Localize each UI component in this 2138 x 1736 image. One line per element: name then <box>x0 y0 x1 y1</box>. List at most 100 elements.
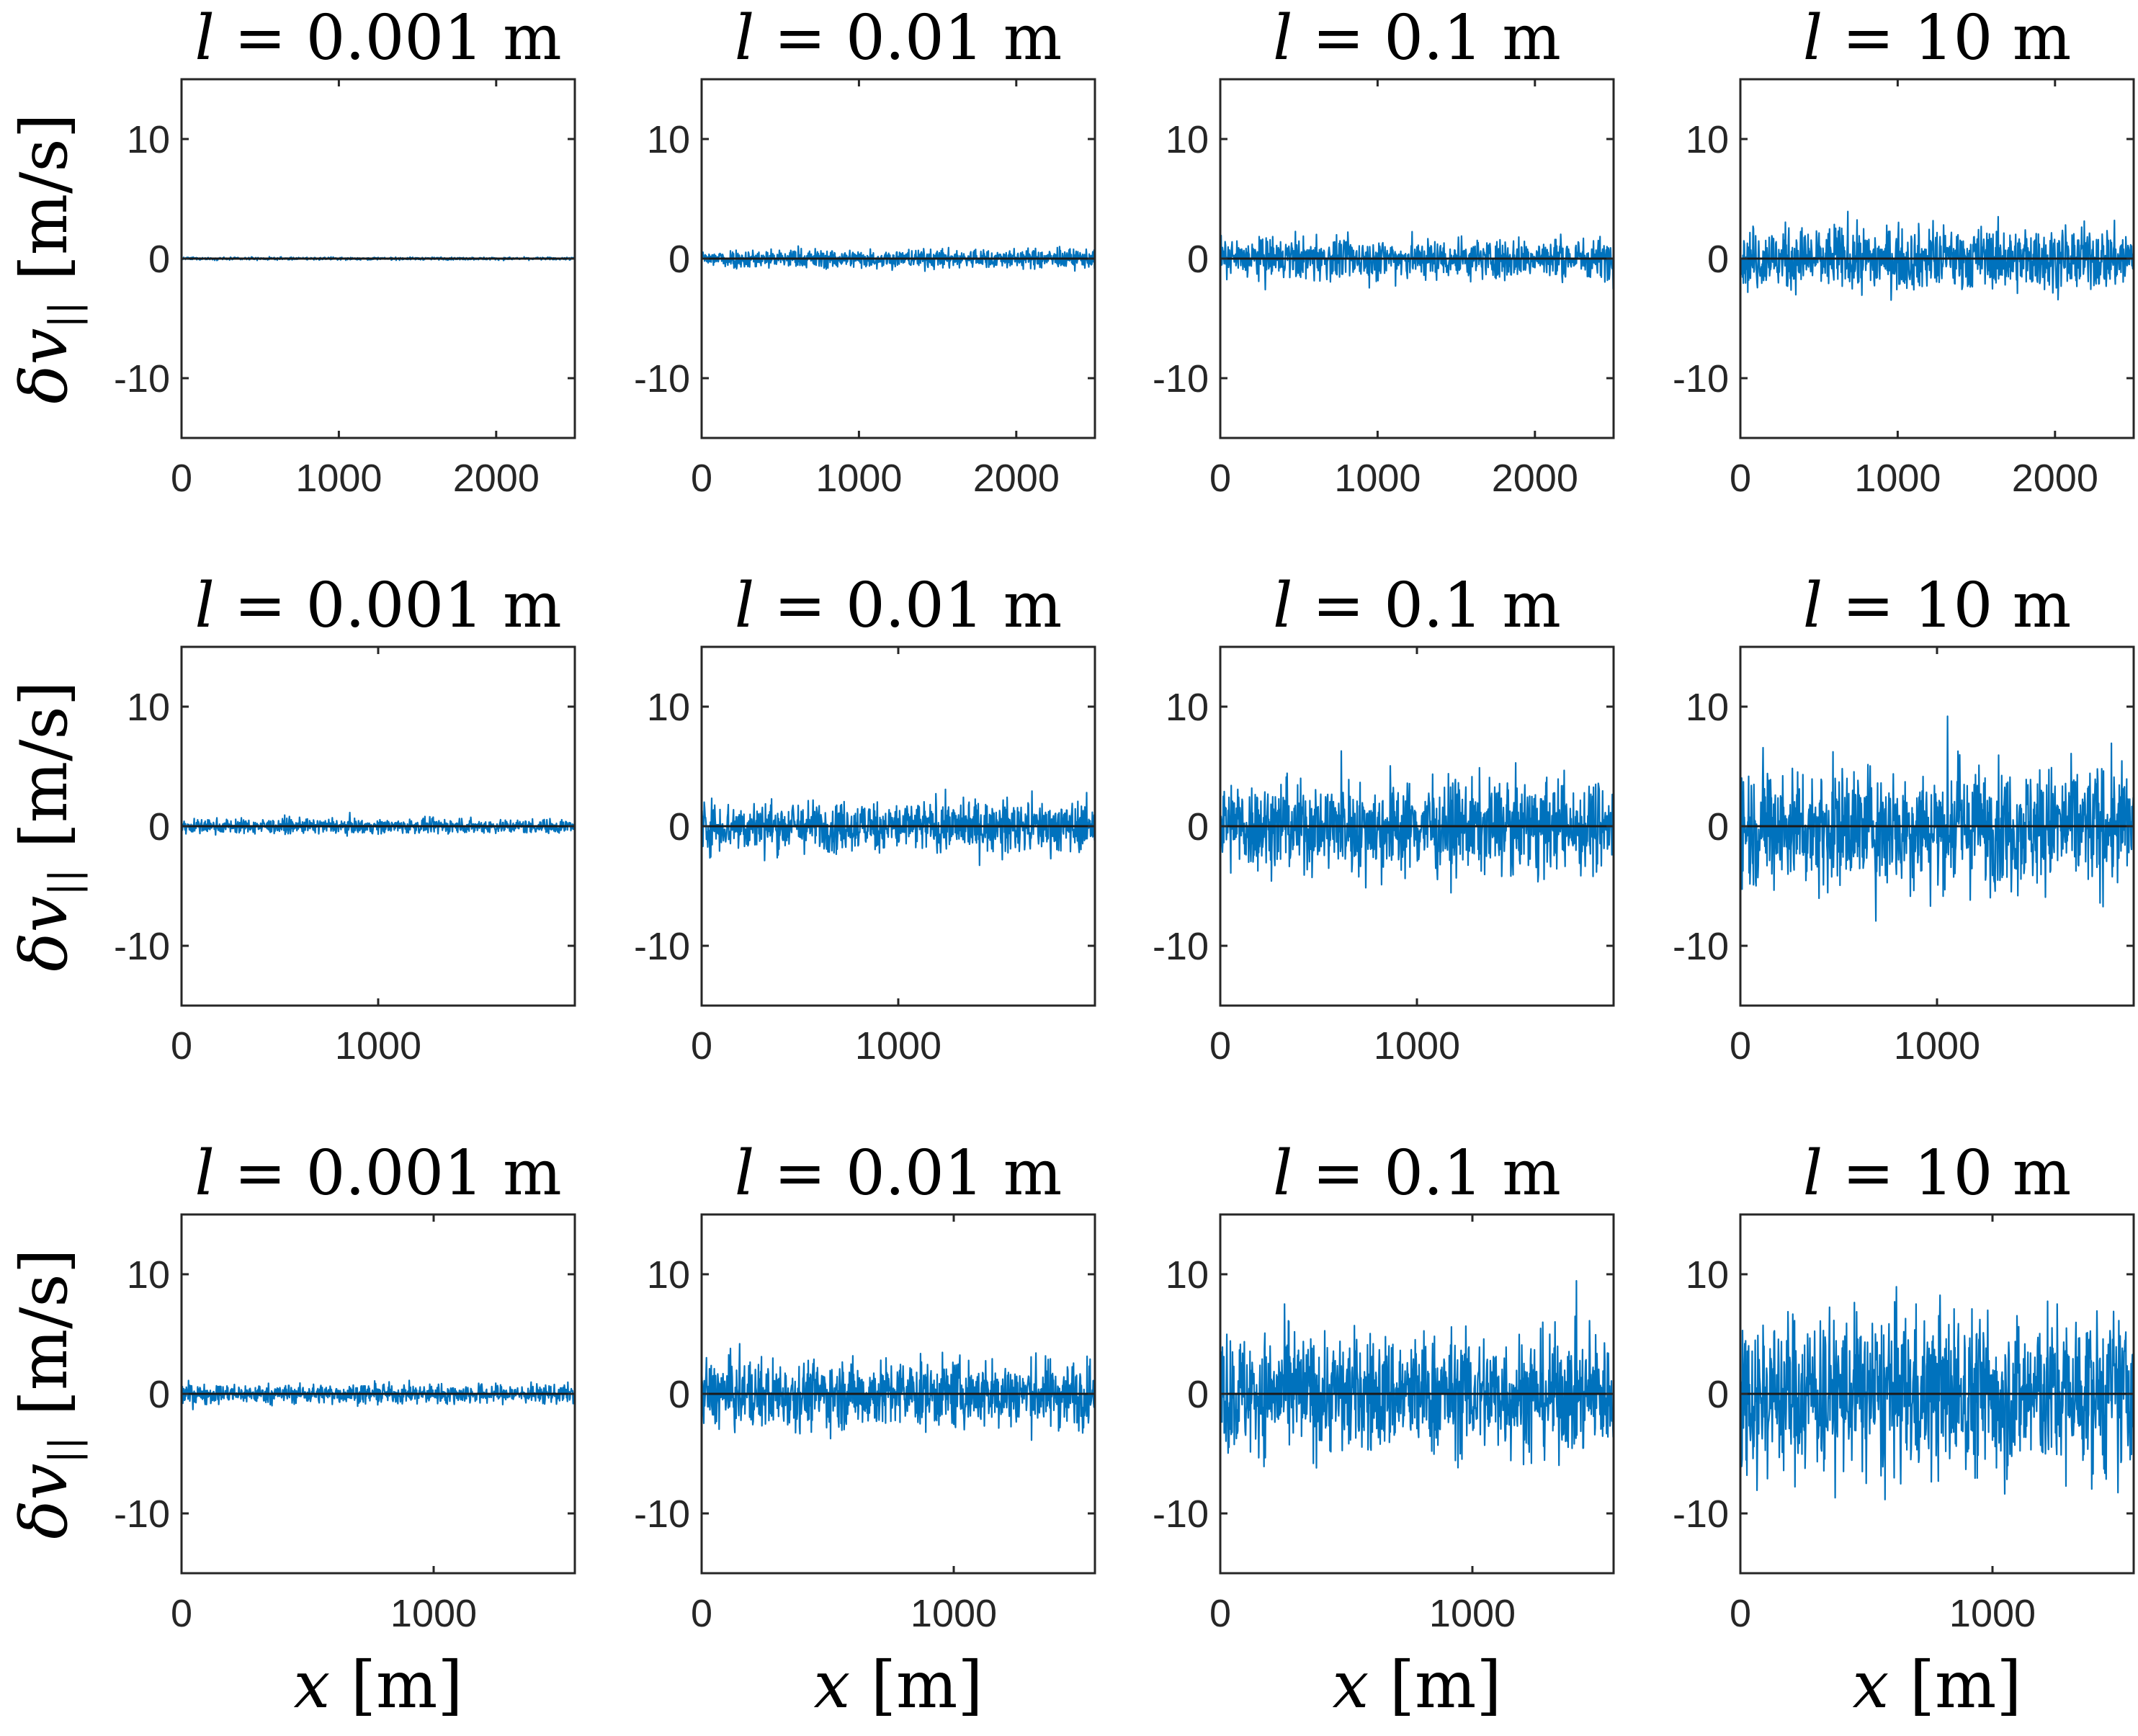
y-tick-label: 0 <box>1707 805 1729 849</box>
x-tick-label: 0 <box>1209 457 1231 500</box>
y-tick-label: 10 <box>1166 118 1209 161</box>
data-series-line <box>1740 210 2134 301</box>
panel-title: l = 0.01 m <box>735 570 1063 642</box>
panel-r1-c4: -10 0 10 0 1000 2000 l = 10 m <box>1673 2 2135 500</box>
y-tick-label: 0 <box>668 805 690 849</box>
panel-title-variable: l <box>735 570 755 642</box>
y-tick-label: 0 <box>148 1373 170 1416</box>
y-axis-label-subscript: || <box>41 301 88 328</box>
panel-r2-c1: -10 0 10 0 1000 l = 0.001 m <box>114 570 576 1068</box>
y-tick-label: -10 <box>1673 1493 1729 1536</box>
panel-title-value: 0.001 m <box>306 1137 562 1209</box>
panel-title-equals: = <box>754 2 846 74</box>
x-tick-label: 2000 <box>973 457 1060 500</box>
panel-title-equals: = <box>215 570 306 642</box>
x-tick-label: 1000 <box>295 457 382 500</box>
x-tick-label: 1000 <box>855 1024 941 1068</box>
y-tick-label: -10 <box>1153 925 1209 968</box>
y-axis-label-subscript: || <box>41 1436 88 1464</box>
panel-title-variable: l <box>1803 1137 1823 1209</box>
x-tick-label: 1000 <box>1429 1592 1516 1635</box>
panel-title-value: 0.01 m <box>846 1137 1062 1209</box>
panel-title-value: 0.1 m <box>1384 570 1561 642</box>
y-tick-label: 0 <box>668 1373 690 1416</box>
y-axis-label-symbol: δv <box>6 328 82 404</box>
panel-r2-c3: -10 0 10 0 1000 l = 0.1 m <box>1153 570 1615 1068</box>
y-tick-label: 10 <box>1166 1253 1209 1297</box>
y-tick-label: -10 <box>634 925 690 968</box>
y-axis-label-symbol: δv <box>6 1464 82 1539</box>
y-tick-label: -10 <box>1673 925 1729 968</box>
panel-title-value: 10 m <box>1914 1137 2071 1209</box>
x-tick-label: 1000 <box>911 1592 997 1635</box>
y-axis-label-unit: [m/s] <box>6 113 82 301</box>
y-tick-label: -10 <box>114 1493 170 1536</box>
panel-title-equals: = <box>754 1137 846 1209</box>
panel-title: l = 0.01 m <box>735 2 1063 74</box>
y-tick-label: -10 <box>114 925 170 968</box>
panel-title-variable: l <box>1803 570 1823 642</box>
panel-title: l = 0.1 m <box>1273 1137 1561 1209</box>
x-tick-label: 0 <box>1730 1024 1751 1068</box>
panel-title-equals: = <box>215 1137 306 1209</box>
panel-title-value: 0.01 m <box>846 2 1062 74</box>
panel-title-value: 0.01 m <box>846 570 1062 642</box>
y-axis-label-unit: [m/s] <box>6 681 82 869</box>
data-series-line <box>1740 1286 2134 1500</box>
panel-title-value: 10 m <box>1914 570 2071 642</box>
panel-title: l = 10 m <box>1803 2 2072 74</box>
panel-title: l = 0.1 m <box>1273 570 1561 642</box>
y-axis-label-unit: [m/s] <box>6 1248 82 1436</box>
x-tick-label: 0 <box>1209 1024 1231 1068</box>
y-tick-label: 10 <box>647 1253 690 1297</box>
panel-r1-c1: -10 0 10 0 1000 2000 l = 0.001 m <box>114 2 576 500</box>
panel-title: l = 0.001 m <box>194 1137 561 1209</box>
x-axis-label: x [m] <box>814 1647 983 1723</box>
data-series-line <box>1220 231 1614 291</box>
panel-title: l = 0.1 m <box>1273 2 1561 74</box>
panel-title-equals: = <box>1822 570 1914 642</box>
y-tick-label: -10 <box>1153 1493 1209 1536</box>
data-series-line <box>702 1343 1095 1441</box>
x-axis-label-symbol: x <box>1333 1647 1369 1723</box>
x-tick-label: 0 <box>171 1024 192 1068</box>
panel-title: l = 0.001 m <box>194 2 561 74</box>
y-tick-label: 10 <box>127 686 170 729</box>
panel-title: l = 0.001 m <box>194 570 561 642</box>
y-tick-label: -10 <box>1673 357 1729 401</box>
data-series-line <box>182 1379 575 1410</box>
y-tick-label: 0 <box>148 805 170 849</box>
x-axis-label-unit: [m] <box>850 1647 983 1723</box>
x-tick-label: 0 <box>691 1592 712 1635</box>
x-tick-label: 2000 <box>453 457 540 500</box>
panel-title-variable: l <box>194 1137 215 1209</box>
panel-r3-c1: -10 0 10 0 1000 l = 0.001 m <box>114 1137 576 1635</box>
x-axis-label-unit: [m] <box>330 1647 462 1723</box>
panel-r3-c4: -10 0 10 0 1000 l = 10 m <box>1673 1137 2135 1635</box>
y-tick-label: 0 <box>1187 238 1209 281</box>
x-tick-label: 1000 <box>1334 457 1421 500</box>
panel-title-variable: l <box>194 2 215 74</box>
panel-r2-c4: -10 0 10 0 1000 l = 10 m <box>1673 570 2135 1068</box>
x-tick-label: 1000 <box>335 1024 421 1068</box>
x-tick-label: 2000 <box>2012 457 2098 500</box>
panel-r3-c3: -10 0 10 0 1000 l = 0.1 m <box>1153 1137 1615 1635</box>
y-tick-label: -10 <box>114 357 170 401</box>
panel-title: l = 10 m <box>1803 570 2072 642</box>
panel-r3-c2: -10 0 10 0 1000 l = 0.01 m <box>634 1137 1096 1635</box>
x-tick-label: 0 <box>691 457 712 500</box>
panel-title-variable: l <box>1273 2 1293 74</box>
panel-title-value: 10 m <box>1914 2 2071 74</box>
y-tick-label: 0 <box>1707 1373 1729 1416</box>
data-series-line <box>182 811 575 837</box>
x-axis-label-symbol: x <box>1853 1647 1889 1723</box>
x-tick-label: 1000 <box>815 457 902 500</box>
panel-title-equals: = <box>1293 2 1385 74</box>
y-axis-label-symbol: δv <box>6 896 82 972</box>
y-tick-label: -10 <box>1153 357 1209 401</box>
panel-r1-c3: -10 0 10 0 1000 2000 l = 0.1 m <box>1153 2 1615 500</box>
y-tick-label: 10 <box>647 686 690 729</box>
y-tick-label: -10 <box>634 1493 690 1536</box>
panel-title-equals: = <box>754 570 846 642</box>
